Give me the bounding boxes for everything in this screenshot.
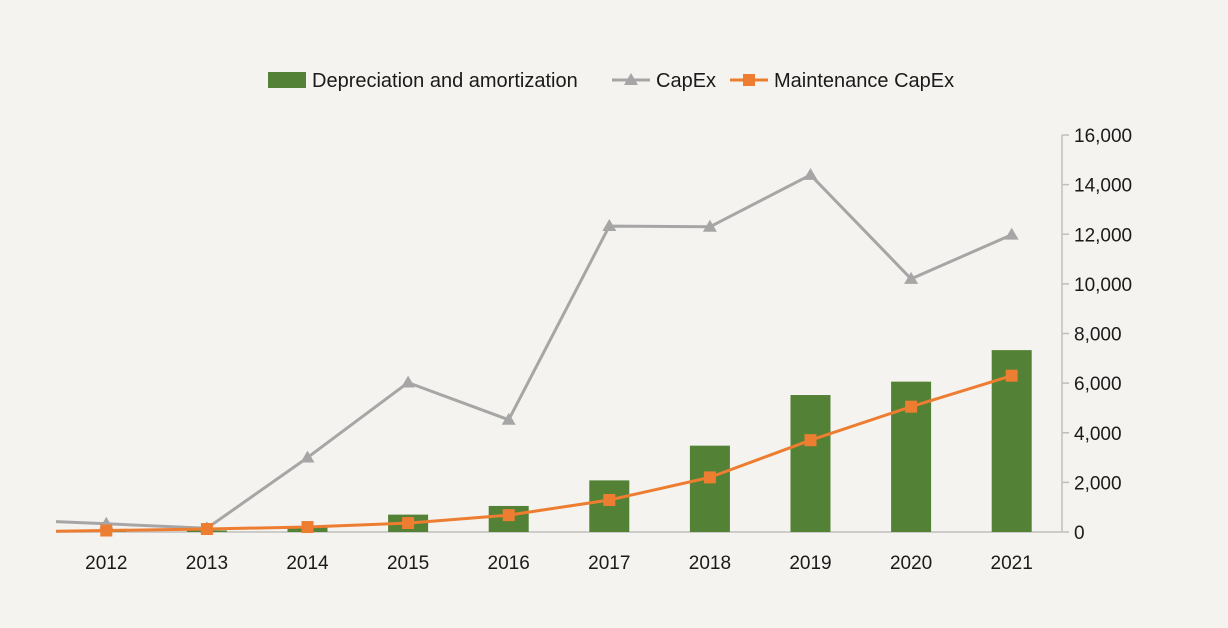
point-capex-2016 <box>501 412 516 425</box>
x-tick-label: 2017 <box>588 553 630 574</box>
point-maintenance-capex-2019 <box>804 434 817 447</box>
legend-label-capex: CapEx <box>656 70 716 92</box>
point-maintenance-capex-2013 <box>200 523 213 536</box>
point-maintenance-capex-2018 <box>703 471 716 484</box>
chart-legend: Depreciation and amortization CapEx Mainte… <box>268 70 954 92</box>
x-tick-label: 2012 <box>85 553 127 574</box>
point-maintenance-capex-2014 <box>301 521 314 534</box>
point-capex-2019 <box>803 167 818 180</box>
y-tick-label: 10,000 <box>1074 275 1132 296</box>
line-maintenance-capex <box>55 374 1013 533</box>
point-capex-2021 <box>1004 227 1019 240</box>
y-tick-label: 12,000 <box>1074 225 1132 246</box>
point-maintenance-capex-2021 <box>1005 369 1018 382</box>
point-capex-2017 <box>602 219 617 231</box>
bar-depreciation-2018 <box>689 445 730 532</box>
y-tick-label: 6,000 <box>1074 374 1122 395</box>
chart-axes: 0 2,000 4,000 6,000 8,000 10,000 12,000 14,000 1… <box>56 126 1132 574</box>
y-tick-label: 16,000 <box>1074 126 1132 147</box>
point-maintenance-capex-2012 <box>100 524 113 537</box>
legend-label-maintenance-capex: Maintenance CapEx <box>774 70 954 92</box>
x-tick-label: 2020 <box>890 553 932 574</box>
line-capex <box>55 173 1013 530</box>
point-capex-2018 <box>702 219 717 232</box>
line-series <box>55 167 1019 537</box>
x-tick-label: 2016 <box>488 553 530 574</box>
point-capex-2020 <box>904 271 919 284</box>
x-tick-label: 2014 <box>286 553 329 574</box>
x-tick-label: 2018 <box>689 553 731 574</box>
point-maintenance-capex-2015 <box>402 517 415 530</box>
y-tick-label: 2,000 <box>1074 473 1122 494</box>
y-tick-label: 4,000 <box>1074 424 1122 445</box>
y-tick-label: 0 <box>1074 523 1085 544</box>
legend-swatch-depreciation <box>268 72 306 88</box>
x-tick-label: 2021 <box>991 553 1033 574</box>
legend-swatch-maintenance-marker <box>743 74 755 86</box>
x-tick-label: 2019 <box>789 553 831 574</box>
point-capex-2014 <box>300 450 315 463</box>
y-tick-label: 14,000 <box>1074 176 1132 197</box>
legend-swatch-capex-marker <box>624 73 638 85</box>
x-tick-label: 2015 <box>387 553 429 574</box>
point-capex-2015 <box>401 375 416 388</box>
bar-series <box>86 350 1032 532</box>
bar-depreciation-2019 <box>790 395 831 532</box>
point-maintenance-capex-2017 <box>603 493 616 506</box>
point-maintenance-capex-2016 <box>502 509 515 522</box>
point-maintenance-capex-2020 <box>905 400 918 413</box>
x-tick-label: 2013 <box>186 553 228 574</box>
y-tick-label: 8,000 <box>1074 325 1122 346</box>
bar-depreciation-2017 <box>589 480 630 532</box>
legend-label-depreciation: Depreciation and amortization <box>312 70 578 92</box>
